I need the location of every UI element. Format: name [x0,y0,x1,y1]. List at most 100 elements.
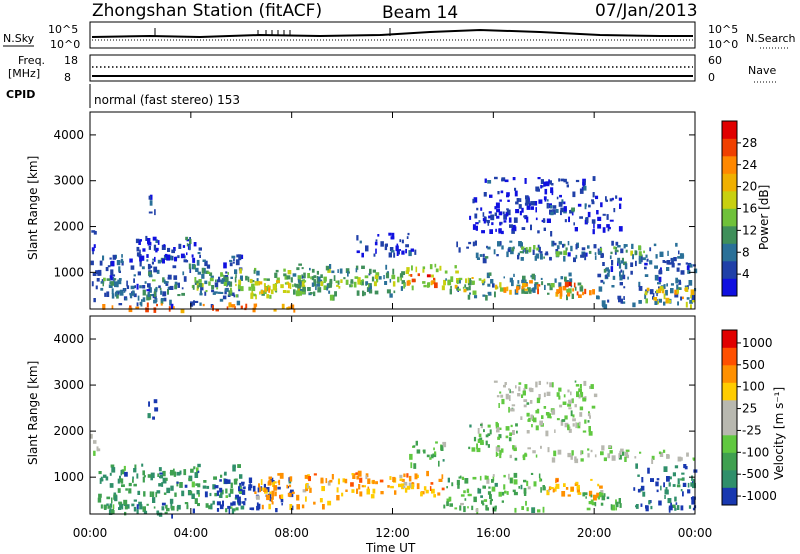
range-cell [654,265,658,269]
range-cell [509,240,513,243]
range-cell [296,504,300,510]
range-cell [575,179,580,183]
range-cell [656,489,659,493]
range-cell [671,261,674,264]
range-cell [511,227,514,231]
range-cell [588,204,591,208]
range-cell [340,279,343,283]
range-cell [163,244,166,248]
velocity-ylabel: Slant Range [km] [26,361,40,465]
range-cell [337,280,340,285]
range-cell [468,241,472,245]
range-cell [475,252,479,259]
range-cell [527,486,531,490]
colorbar-swatch [722,382,737,401]
range-cell [119,478,122,483]
range-cell [588,431,593,436]
range-cell [495,451,498,457]
x-tick-label: 12:00 [375,526,410,540]
range-cell [550,231,553,237]
range-cell [676,284,679,290]
range-cell [212,484,216,490]
range-cell [152,258,155,261]
nsearch-tick-top: 10^5 [708,23,738,36]
range-cell [165,281,169,284]
power-panel-frame [89,111,696,310]
range-cell [519,198,522,202]
range-cell [435,441,438,444]
range-cell [363,485,366,488]
range-cell [374,290,379,295]
range-cell [248,477,253,483]
range-cell [558,286,563,292]
colorbar-tick-label: 20 [742,180,757,194]
range-cell [334,291,337,297]
range-cell [570,410,573,417]
range-cell [174,284,178,290]
range-cell [215,279,217,282]
colorbar-swatch [722,347,737,366]
range-cell [247,276,250,283]
range-cell [483,192,487,197]
range-cell [609,198,613,202]
range-cell [434,282,438,289]
range-cell [580,254,585,258]
range-cell [142,476,145,483]
range-cell [676,289,679,294]
range-cell [328,290,331,294]
range-cell [555,251,560,257]
range-cell [525,247,528,250]
range-cell [674,508,677,511]
range-cell [356,290,360,296]
range-cell [570,398,573,404]
range-cell [597,496,601,500]
range-cell [234,276,237,283]
range-cell [508,437,512,442]
range-cell [399,478,403,481]
range-cell [523,215,527,218]
range-cell [153,266,158,273]
range-cell [410,274,413,277]
range-cell [263,483,266,490]
range-cell [485,475,489,480]
range-cell [549,205,553,209]
x-tick-label: 08:00 [274,526,309,540]
range-cell [429,486,432,491]
range-cell [633,487,636,491]
colorbar-swatch [722,365,737,383]
range-cell [482,253,485,258]
colorbar-swatch [722,261,737,279]
range-cell [590,384,594,389]
range-cell [180,308,185,314]
range-cell [624,452,629,457]
range-cell [476,207,479,211]
range-cell [161,502,166,506]
range-cell [144,281,147,284]
range-cell [489,429,492,435]
range-cell [204,291,207,296]
range-cell [508,217,512,223]
range-cell [199,254,201,258]
range-cell [638,245,642,251]
range-cell [690,304,692,309]
range-cell [295,283,299,288]
range-cell [399,249,401,251]
y-tick-label: 3000 [53,378,84,392]
range-cell [578,421,581,426]
range-cell [523,487,527,494]
range-cell [451,482,454,487]
range-cell [568,216,570,223]
range-cell [619,203,622,209]
range-cell [128,307,133,313]
range-cell [135,238,140,244]
range-cell [154,407,159,412]
range-cell [496,254,499,257]
range-cell [98,493,102,498]
range-cell [142,289,146,296]
range-cell [552,241,555,245]
range-cell [627,276,629,280]
range-cell [562,285,567,291]
range-cell [331,474,334,480]
range-cell [572,418,576,422]
range-cell [170,485,174,491]
